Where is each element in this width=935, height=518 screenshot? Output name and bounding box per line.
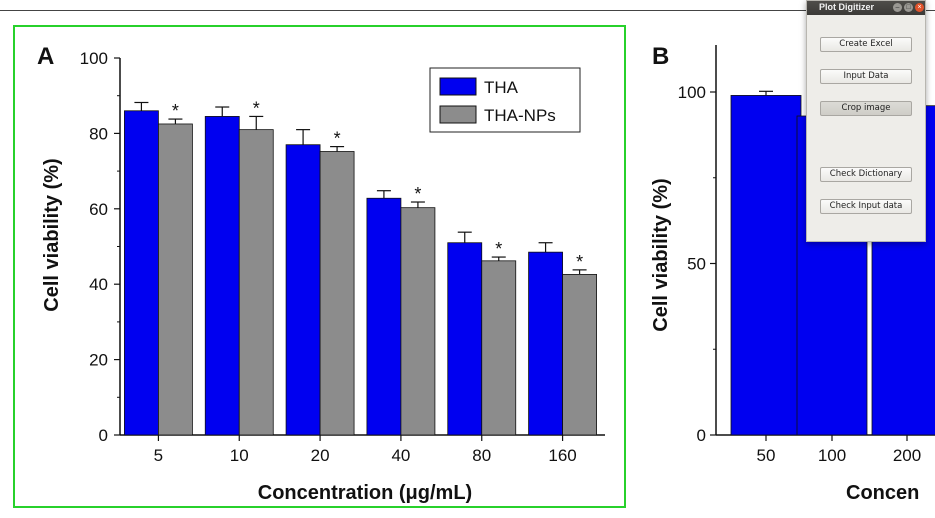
minimize-icon[interactable]: – [893,3,902,12]
panel-a-label: A [37,43,54,70]
bar-tha [124,110,159,436]
window-title: Plot Digitizer [819,2,875,12]
x-tick-label: 160 [548,446,576,465]
legend-label-tha: THA [484,78,519,97]
significance-marker: * [414,184,421,204]
chart-a-y-axis-title: Cell viability (%) [41,158,63,311]
close-icon[interactable]: × [915,3,924,12]
bar-tha-nps [238,129,274,436]
x-tick-label: 40 [391,446,410,465]
y-tick-label: 0 [697,426,706,445]
chart-a-legend: THA THA-NPs [429,67,581,133]
legend-label-tha-nps: THA-NPs [484,106,556,125]
page-top-rule [0,10,935,11]
chart-a-x-axis-title: Concentration (μg/mL) [258,482,472,504]
bar-tha [528,251,563,436]
legend-swatch-tha-nps [439,105,477,124]
maximize-icon[interactable]: □ [904,3,913,12]
significance-marker: * [172,101,179,121]
x-tick-label: 20 [311,446,330,465]
x-tick-label: 100 [818,446,846,465]
y-tick-label: 50 [687,255,706,274]
bar-tha-nps [481,260,517,436]
legend-swatch-tha [439,77,477,96]
window-titlebar[interactable]: Plot Digitizer – □ × [807,1,925,15]
bar-tha-nps [400,207,436,436]
significance-marker: * [576,252,583,272]
bar-tha [366,197,402,436]
y-tick-label: 80 [89,124,108,143]
y-tick-label: 0 [99,426,108,445]
crop-image-button[interactable]: Crop image [820,101,912,116]
y-tick-label: 60 [89,200,108,219]
y-tick-label: 100 [678,83,706,102]
x-tick-label: 80 [472,446,491,465]
bar-b [730,95,802,436]
create-excel-button[interactable]: Create Excel [820,37,912,52]
bar-tha [204,116,240,436]
significance-marker: * [253,98,260,118]
significance-marker: * [334,129,341,149]
chart-b-y-axis-title: Cell viability (%) [650,178,672,331]
x-tick-label: 200 [893,446,921,465]
y-tick-label: 40 [89,275,108,294]
input-data-button[interactable]: Input Data [820,69,912,84]
y-tick-label: 20 [89,351,108,370]
significance-marker: * [495,239,502,259]
panel-a-highlight-frame [13,25,626,508]
chart-b-x-axis-title: Concen [846,482,919,504]
x-tick-label: 5 [154,446,163,465]
y-tick-label: 100 [80,49,108,68]
bar-tha-nps [562,273,597,436]
bar-tha [285,144,321,436]
bar-tha [447,242,483,436]
x-tick-label: 50 [757,446,776,465]
check-input-data-button[interactable]: Check Input data [820,199,912,214]
bar-tha-nps [158,123,193,436]
plot-digitizer-window[interactable]: Plot Digitizer – □ × Create Excel Input … [806,0,926,242]
bar-tha-nps [319,151,355,436]
panel-b-label: B [652,43,669,70]
check-dictionary-button[interactable]: Check Dictionary [820,167,912,182]
x-tick-label: 10 [230,446,249,465]
